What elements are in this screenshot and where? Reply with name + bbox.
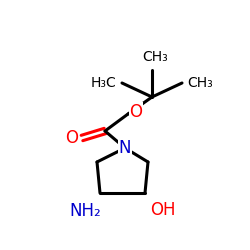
Text: O: O [130, 103, 142, 121]
Text: CH₃: CH₃ [142, 50, 168, 64]
Text: OH: OH [150, 201, 176, 219]
Text: NH₂: NH₂ [69, 202, 101, 220]
Text: H₃C: H₃C [91, 76, 117, 90]
Text: CH₃: CH₃ [187, 76, 213, 90]
Text: O: O [66, 129, 78, 147]
Text: N: N [119, 139, 131, 157]
